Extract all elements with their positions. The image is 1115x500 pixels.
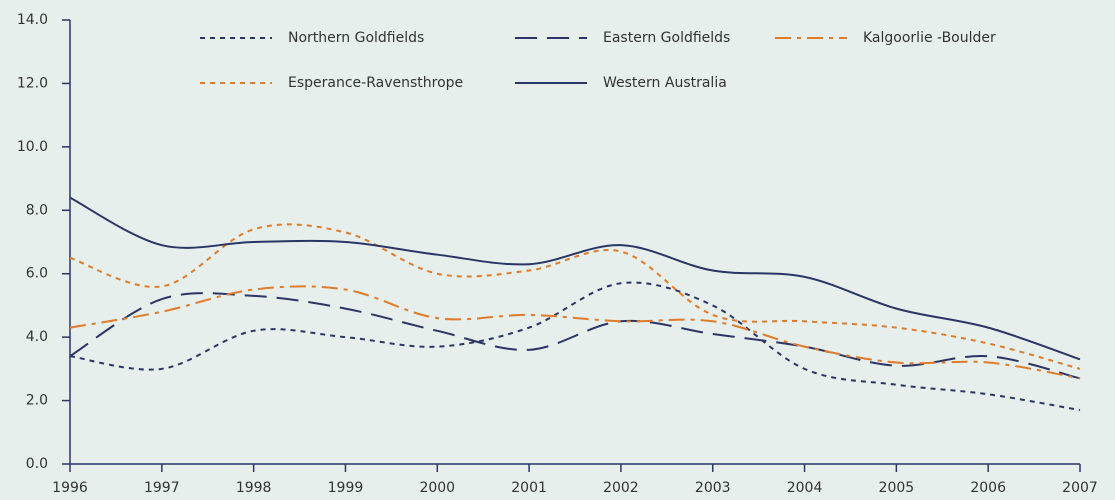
y-tick-label: 12.0 xyxy=(17,75,48,91)
legend-label: Eastern Goldfields xyxy=(603,30,730,46)
legend-label: Western Australia xyxy=(603,75,727,91)
y-tick-label: 0.0 xyxy=(26,456,48,472)
series-line xyxy=(69,292,1081,380)
y-tick-label: 8.0 xyxy=(26,202,48,218)
x-tick-label: 2007 xyxy=(1062,480,1098,496)
y-tick-label: 2.0 xyxy=(26,393,48,409)
legend-label: Northern Goldfields xyxy=(288,30,424,46)
series-line xyxy=(69,196,1081,361)
y-tick-label: 6.0 xyxy=(26,266,48,282)
x-tick-label: 2000 xyxy=(419,480,455,496)
x-tick-label: 2005 xyxy=(879,480,915,496)
x-tick-label: 2002 xyxy=(603,480,639,496)
x-tick-label: 1997 xyxy=(144,480,180,496)
y-tick-label: 10.0 xyxy=(17,139,48,155)
y-tick-label: 4.0 xyxy=(26,329,48,345)
legend-label: Kalgoorlie -Boulder xyxy=(863,30,996,46)
legend-label: Esperance-Ravensthrope xyxy=(288,75,463,91)
x-tick-label: 2004 xyxy=(787,480,823,496)
series-line xyxy=(69,285,1081,380)
x-tick-label: 1998 xyxy=(236,480,272,496)
x-tick-label: 2001 xyxy=(511,480,547,496)
series-line xyxy=(69,281,1081,412)
y-tick-label: 14.0 xyxy=(17,12,48,28)
x-tick-label: 2003 xyxy=(695,480,731,496)
series-line xyxy=(69,223,1081,370)
x-tick-label: 1996 xyxy=(52,480,88,496)
x-tick-label: 1999 xyxy=(328,480,364,496)
x-tick-label: 2006 xyxy=(970,480,1006,496)
